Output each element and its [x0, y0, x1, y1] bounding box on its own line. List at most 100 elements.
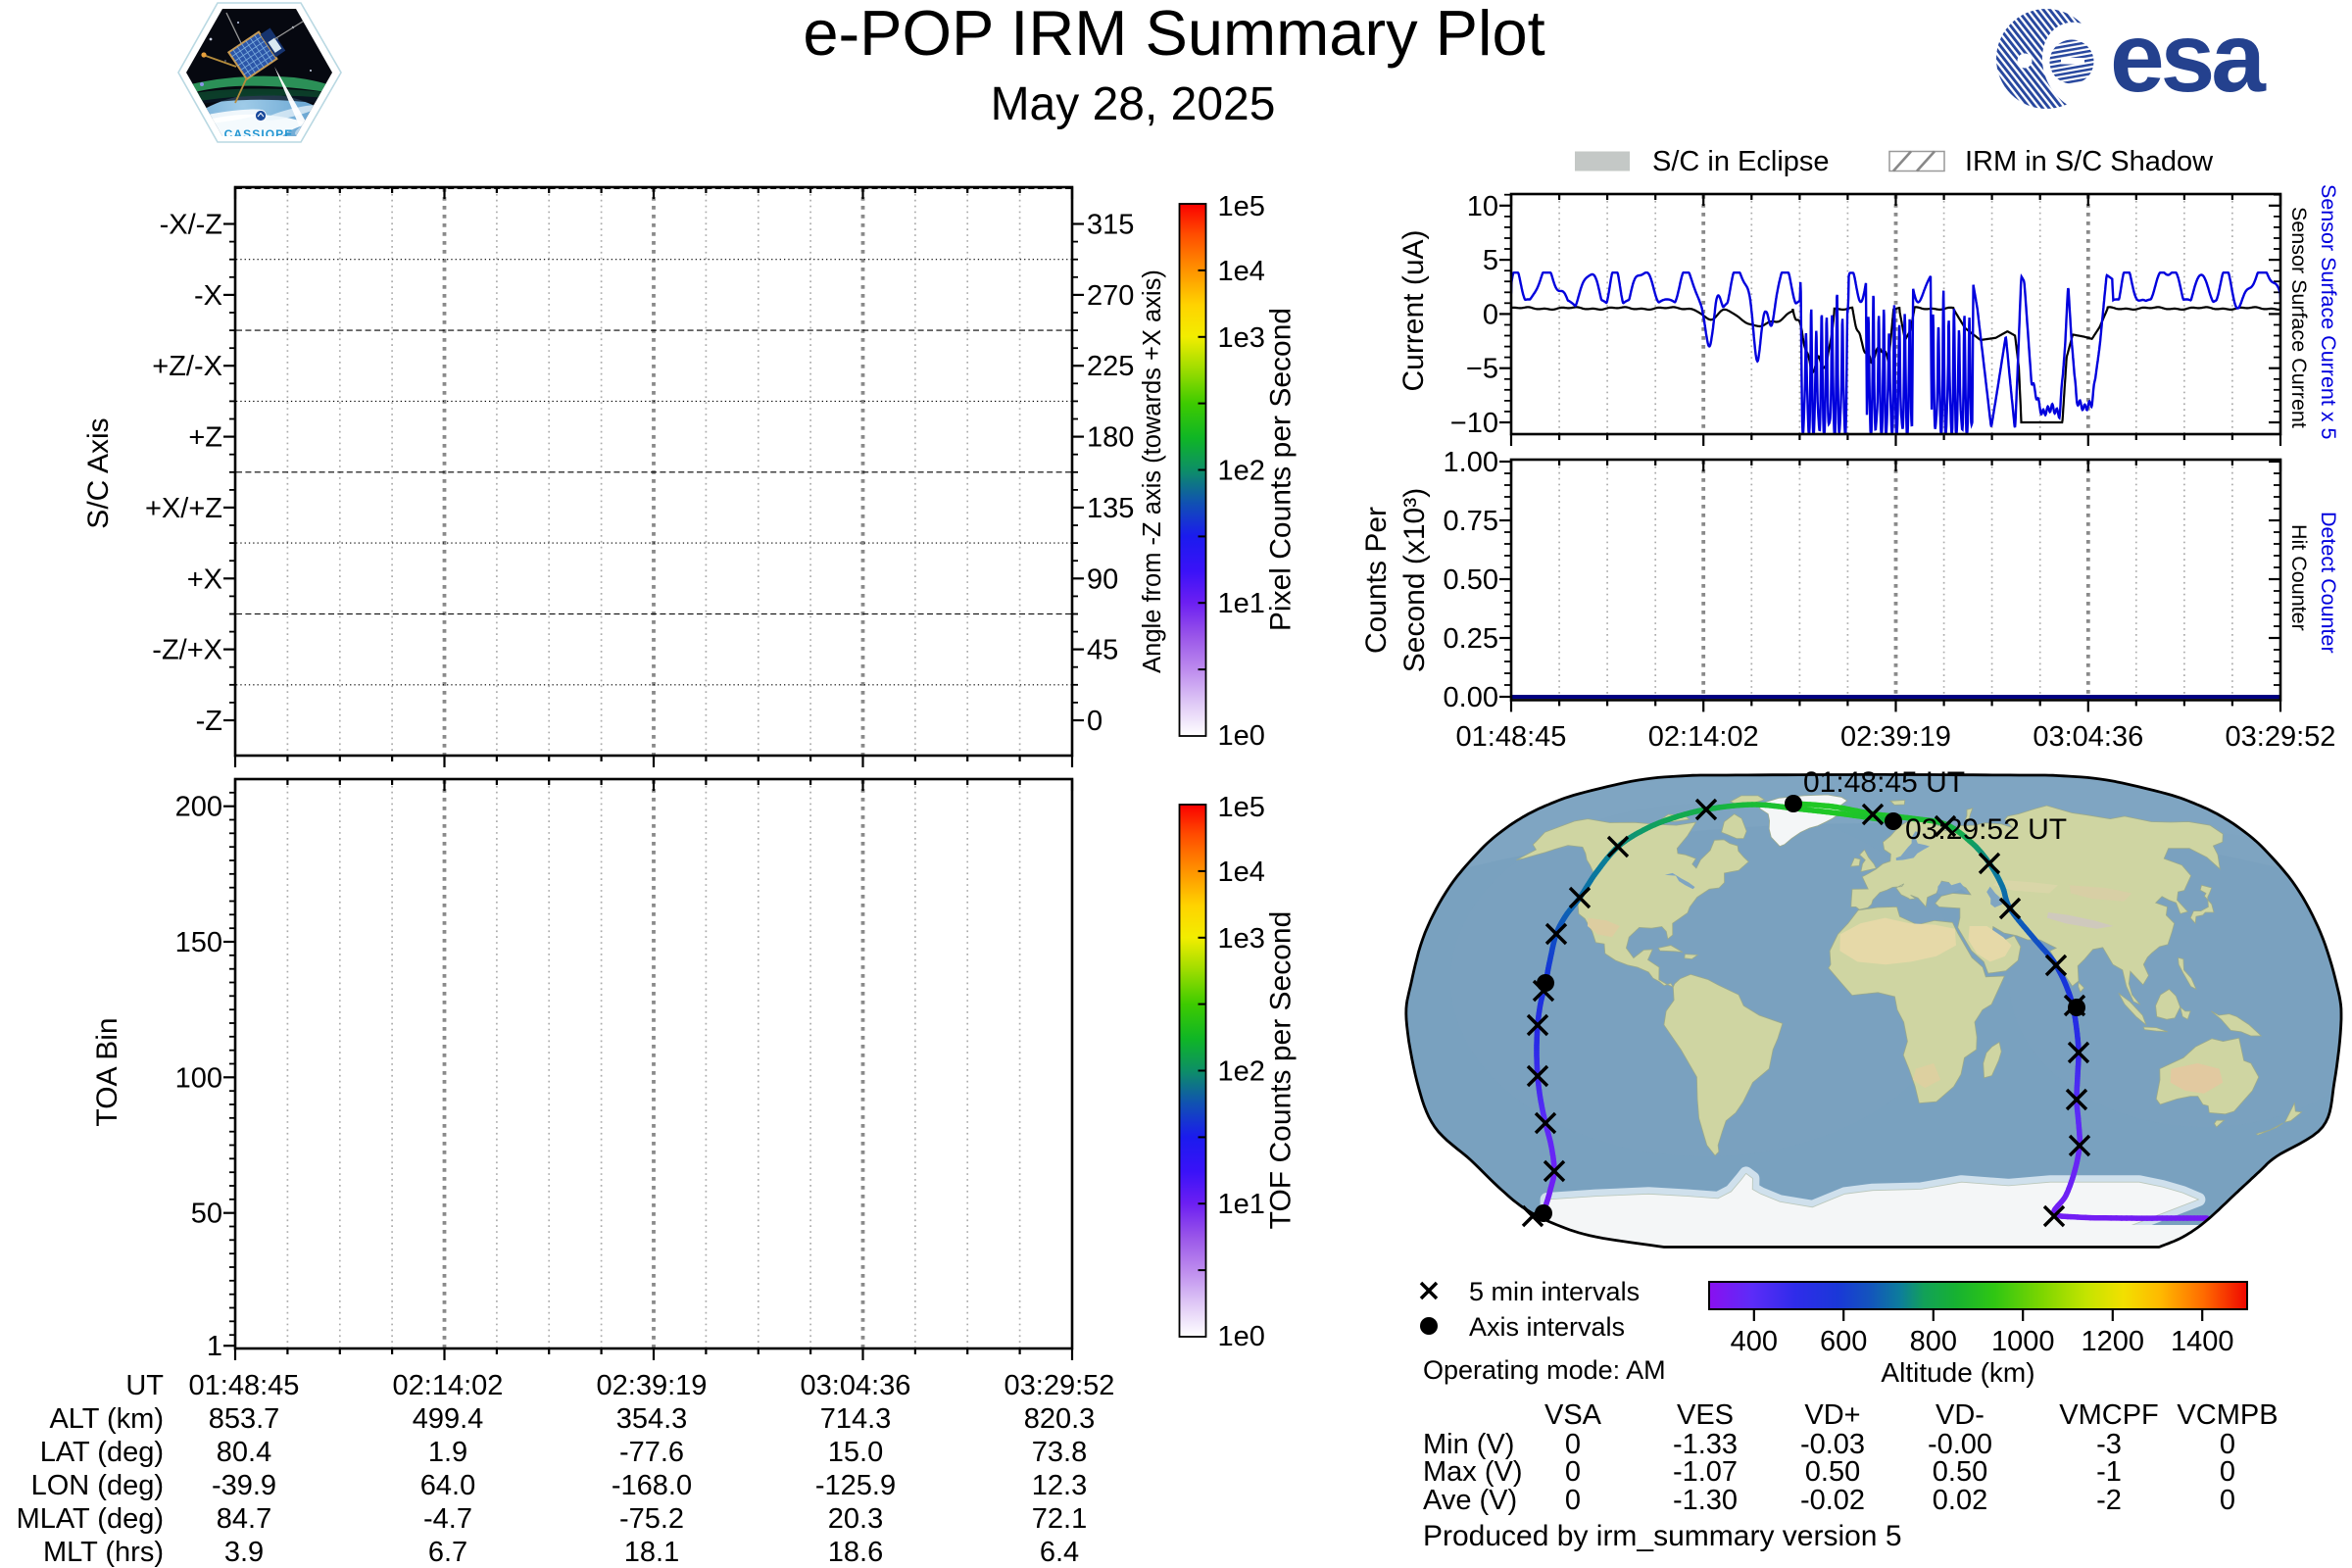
- svg-text:+Z/-X: +Z/-X: [152, 351, 222, 382]
- svg-text:ALT (km): ALT (km): [49, 1403, 164, 1435]
- svg-text:1e1: 1e1: [1218, 1189, 1265, 1220]
- svg-text:+X/+Z: +X/+Z: [145, 493, 222, 524]
- svg-text:Axis intervals: Axis intervals: [1469, 1312, 1625, 1342]
- svg-text:18.1: 18.1: [624, 1537, 679, 1568]
- svg-text:50: 50: [191, 1199, 222, 1230]
- svg-text:Angle from -Z axis (towards +X: Angle from -Z axis (towards +X axis): [1139, 270, 1166, 673]
- svg-text:Operating mode: AM: Operating mode: AM: [1423, 1355, 1666, 1385]
- svg-text:0.00: 0.00: [1444, 682, 1498, 713]
- svg-text:-77.6: -77.6: [619, 1437, 684, 1468]
- svg-text:0.50: 0.50: [1805, 1456, 1860, 1488]
- svg-text:03:29:52 UT: 03:29:52 UT: [1905, 813, 2067, 846]
- svg-text:Hit Counter: Hit Counter: [2287, 524, 2311, 631]
- svg-text:esa: esa: [2110, 3, 2267, 113]
- svg-text:1e3: 1e3: [1218, 322, 1265, 354]
- svg-text:Min (V): Min (V): [1423, 1429, 1514, 1460]
- svg-text:-1.07: -1.07: [1673, 1456, 1738, 1488]
- svg-text:600: 600: [1820, 1326, 1867, 1357]
- svg-text:5: 5: [1483, 245, 1498, 276]
- svg-text:90: 90: [1087, 564, 1118, 595]
- svg-text:64.0: 64.0: [420, 1470, 475, 1501]
- svg-text:853.7: 853.7: [209, 1403, 280, 1435]
- svg-text:Max (V): Max (V): [1423, 1456, 1523, 1488]
- svg-text:1e0: 1e0: [1218, 1321, 1265, 1352]
- svg-text:-1: -1: [2096, 1456, 2122, 1488]
- svg-text:Sensor Surface Current x 5: Sensor Surface Current x 5: [2317, 184, 2340, 440]
- svg-text:-39.9: -39.9: [212, 1470, 276, 1501]
- svg-text:1e3: 1e3: [1218, 923, 1265, 955]
- svg-text:1e4: 1e4: [1218, 857, 1265, 888]
- svg-text:820.3: 820.3: [1024, 1403, 1096, 1435]
- svg-text:−5: −5: [1466, 354, 1498, 385]
- svg-text:-168.0: -168.0: [612, 1470, 692, 1501]
- svg-text:UT: UT: [125, 1370, 164, 1401]
- svg-text:315: 315: [1087, 210, 1134, 241]
- svg-text:1e4: 1e4: [1218, 256, 1265, 287]
- svg-text:150: 150: [175, 927, 222, 958]
- svg-text:0.02: 0.02: [1933, 1485, 1987, 1516]
- svg-text:+Z: +Z: [188, 422, 222, 454]
- svg-text:1400: 1400: [2171, 1326, 2234, 1357]
- svg-text:MLT (hrs): MLT (hrs): [43, 1537, 164, 1568]
- svg-text:15.0: 15.0: [828, 1437, 883, 1468]
- svg-text:0: 0: [1565, 1456, 1581, 1488]
- svg-text:0: 0: [1087, 706, 1102, 737]
- svg-text:Second (x10³): Second (x10³): [1398, 488, 1431, 672]
- svg-text:135: 135: [1087, 493, 1134, 524]
- svg-text:0: 0: [1565, 1429, 1581, 1460]
- svg-text:6.7: 6.7: [428, 1537, 467, 1568]
- svg-text:80.4: 80.4: [217, 1437, 271, 1468]
- svg-text:-0.00: -0.00: [1928, 1429, 1992, 1460]
- svg-text:01:48:45: 01:48:45: [189, 1370, 300, 1401]
- svg-text:01:48:45: 01:48:45: [1456, 721, 1567, 753]
- svg-text:0: 0: [1483, 299, 1498, 330]
- svg-text:1: 1: [207, 1331, 222, 1362]
- svg-text:225: 225: [1087, 351, 1134, 382]
- svg-text:-Z: -Z: [196, 706, 222, 737]
- svg-text:0: 0: [2220, 1485, 2235, 1516]
- svg-text:VD+: VD+: [1804, 1399, 1860, 1431]
- svg-text:800: 800: [1910, 1326, 1957, 1357]
- svg-text:0.75: 0.75: [1444, 506, 1498, 537]
- svg-text:5 min intervals: 5 min intervals: [1469, 1277, 1640, 1306]
- svg-text:200: 200: [175, 792, 222, 823]
- svg-text:02:14:02: 02:14:02: [1648, 721, 1759, 753]
- svg-text:VSA: VSA: [1544, 1399, 1602, 1431]
- svg-text:S/C Axis: S/C Axis: [82, 417, 115, 528]
- svg-text:CASSIOPE: CASSIOPE: [224, 127, 294, 141]
- svg-text:Ave (V): Ave (V): [1423, 1485, 1517, 1516]
- svg-text:1000: 1000: [1991, 1326, 2055, 1357]
- svg-text:VES: VES: [1677, 1399, 1734, 1431]
- svg-text:Sensor Surface Current: Sensor Surface Current: [2287, 207, 2311, 428]
- svg-text:03:29:52: 03:29:52: [1004, 1370, 1115, 1401]
- svg-text:0.50: 0.50: [1444, 564, 1498, 596]
- svg-text:Counts Per: Counts Per: [1360, 507, 1393, 654]
- svg-text:-Z/+X: -Z/+X: [152, 635, 222, 666]
- svg-text:-125.9: -125.9: [815, 1470, 896, 1501]
- svg-text:0.25: 0.25: [1444, 623, 1498, 655]
- svg-text:02:14:02: 02:14:02: [393, 1370, 504, 1401]
- svg-text:+X: +X: [187, 564, 222, 595]
- svg-text:03:04:36: 03:04:36: [801, 1370, 911, 1401]
- svg-text:VCMPB: VCMPB: [2177, 1399, 2278, 1431]
- svg-text:499.4: 499.4: [413, 1403, 484, 1435]
- svg-text:18.6: 18.6: [828, 1537, 883, 1568]
- svg-text:400: 400: [1731, 1326, 1778, 1357]
- svg-text:12.3: 12.3: [1032, 1470, 1087, 1501]
- svg-text:6.4: 6.4: [1040, 1537, 1079, 1568]
- svg-text:01:48:45 UT: 01:48:45 UT: [1803, 766, 1965, 799]
- svg-text:Produced by irm_summary versio: Produced by irm_summary version 5: [1423, 1520, 1902, 1552]
- svg-text:TOF Counts per Second: TOF Counts per Second: [1265, 911, 1298, 1230]
- svg-text:-0.02: -0.02: [1800, 1485, 1865, 1516]
- svg-text:1e5: 1e5: [1218, 792, 1265, 823]
- svg-text:TOA Bin: TOA Bin: [91, 1017, 123, 1126]
- svg-text:100: 100: [175, 1062, 222, 1094]
- svg-text:-X: -X: [194, 280, 222, 312]
- svg-text:1.00: 1.00: [1444, 447, 1498, 478]
- svg-text:0: 0: [2220, 1456, 2235, 1488]
- svg-text:Detect Counter: Detect Counter: [2317, 512, 2340, 654]
- svg-text:180: 180: [1087, 422, 1134, 454]
- svg-text:72.1: 72.1: [1032, 1503, 1087, 1535]
- svg-text:VD-: VD-: [1936, 1399, 1984, 1431]
- svg-text:02:39:19: 02:39:19: [597, 1370, 708, 1401]
